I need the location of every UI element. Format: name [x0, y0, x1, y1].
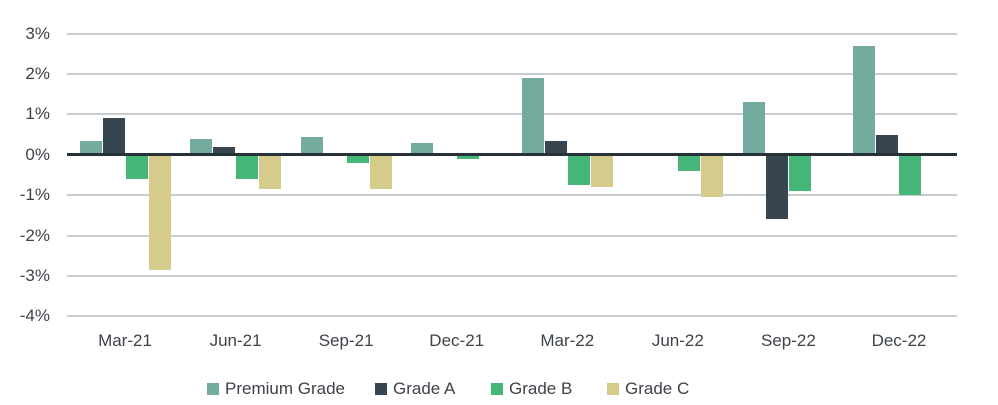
bar-premium-grade-dec-22 [853, 45, 876, 155]
y-axis-tick-label: 1% [25, 104, 50, 124]
bar-premium-grade-jun-21 [190, 138, 213, 155]
bar-grade-b-sep-21 [346, 154, 369, 163]
bar-grade-b-jun-21 [236, 154, 259, 179]
bar-grade-a-mar-21 [102, 118, 125, 155]
bar-grade-b-jun-22 [678, 154, 701, 171]
bar-grade-a-sep-22 [765, 154, 788, 220]
bar-grade-b-mar-22 [567, 154, 590, 186]
bar-grade-b-sep-22 [788, 154, 811, 192]
legend-label: Premium Grade [225, 379, 345, 398]
x-axis-tick-label: Mar-21 [98, 331, 152, 350]
x-axis-tick-label: Dec-21 [429, 331, 485, 350]
x-axis-tick-label: Jun-21 [209, 331, 262, 350]
zero-axis-line [67, 153, 957, 157]
bar-grade-b-mar-21 [125, 154, 148, 179]
legend-label: Grade C [625, 379, 690, 398]
legend-swatch-premium-grade [207, 383, 219, 395]
legend-label: Grade A [393, 379, 456, 398]
y-axis-tick-label: -4% [19, 306, 50, 326]
legend-label: Grade B [509, 379, 573, 398]
bar-grade-a-dec-22 [876, 134, 899, 155]
bar-premium-grade-sep-22 [742, 102, 765, 155]
bar-grade-a-mar-22 [544, 140, 567, 155]
x-axis-tick-label: Sep-22 [760, 331, 816, 350]
gridline [67, 32, 957, 35]
legend-item-grade-c: Grade C [607, 379, 689, 399]
legend-swatch-grade-a [375, 383, 387, 395]
legend-swatch-grade-b [491, 383, 503, 395]
legend-item-premium-grade: Premium Grade [207, 379, 345, 399]
legend-item-grade-b: Grade B [491, 379, 572, 399]
bar-premium-grade-dec-21 [411, 142, 434, 155]
bar-premium-grade-mar-22 [521, 78, 544, 155]
y-axis-tick-label: 0% [25, 144, 50, 164]
bar-premium-grade-mar-21 [79, 140, 102, 155]
x-axis-tick-label: Dec-22 [871, 331, 927, 350]
gridline [67, 234, 957, 237]
bar-grade-c-sep-21 [369, 154, 392, 190]
bar-grade-b-dec-21 [457, 154, 480, 159]
y-axis-tick-label: 2% [25, 64, 50, 84]
bar-premium-grade-sep-21 [300, 136, 323, 155]
gridline [67, 274, 957, 277]
y-axis-tick-label: -1% [19, 185, 50, 205]
bar-grade-c-mar-22 [590, 154, 613, 188]
bar-grade-a-jun-21 [213, 146, 236, 155]
gridline [67, 194, 957, 197]
x-axis-tick-label: Mar-22 [540, 331, 595, 350]
gridline [67, 113, 957, 116]
bar-grade-c-mar-21 [148, 154, 171, 270]
legend-item-grade-a: Grade A [375, 379, 455, 399]
gridline [67, 73, 957, 76]
bar-grade-c-jun-21 [259, 154, 282, 190]
y-axis-tick-label: 3% [25, 23, 50, 43]
gridline [67, 315, 957, 318]
x-axis-tick-label: Sep-21 [318, 331, 374, 350]
bar-grade-c-jun-22 [701, 154, 724, 198]
y-axis-tick-label: -3% [19, 265, 50, 285]
bar-grade-b-dec-22 [899, 154, 922, 196]
y-axis-tick-label: -2% [19, 225, 50, 245]
legend-swatch-grade-c [607, 383, 619, 395]
x-axis-tick-label: Jun-22 [651, 331, 704, 350]
